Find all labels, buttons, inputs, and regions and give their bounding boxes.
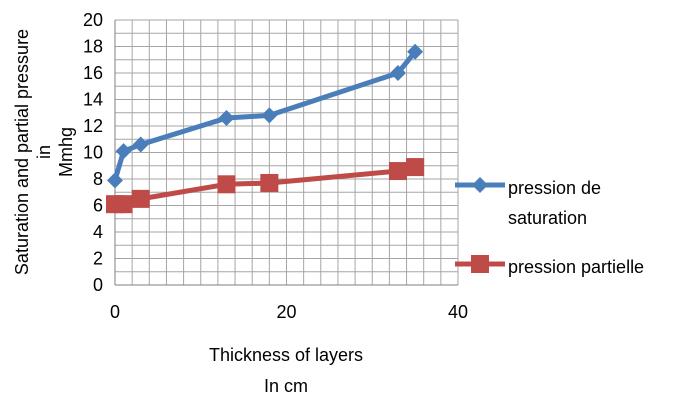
tick-labels: 0 2 4 6 8 10 12 14 16 18 20 0 20 40 — [83, 10, 468, 322]
y-tick-label: 4 — [93, 222, 103, 242]
y-tick-label: 2 — [93, 249, 103, 269]
data-point — [406, 158, 425, 177]
y-tick-label: 6 — [93, 196, 103, 216]
series-2 — [106, 158, 425, 214]
data-point — [407, 43, 424, 60]
x-axis-title-line: Thickness of layers — [209, 345, 363, 365]
x-tick-label: 20 — [276, 302, 296, 322]
y-tick-label: 20 — [83, 10, 103, 30]
data-point — [260, 173, 279, 192]
y-tick-label: 14 — [83, 90, 103, 110]
y-tick-label: 10 — [83, 143, 103, 163]
data-point — [261, 107, 278, 124]
data-point — [388, 162, 407, 181]
y-tick-label: 12 — [83, 116, 103, 136]
data-point — [217, 175, 236, 194]
data-point — [389, 65, 406, 81]
plot-grid — [114, 19, 459, 286]
legend-item-2: pression partielle — [455, 255, 644, 277]
series-1 — [107, 43, 424, 189]
y-tick-label: 16 — [83, 63, 103, 83]
series-layer — [106, 43, 425, 214]
data-point — [114, 195, 133, 214]
x-axis-title: Thickness of layers In cm — [209, 345, 363, 396]
y-axis-title-line: Saturation and partial pressure — [12, 29, 32, 275]
y-tick-label: 0 — [93, 275, 103, 295]
x-axis-title-line: In cm — [264, 376, 308, 396]
y-axis-title: Saturation and partial pressure in Mmhg — [12, 29, 76, 275]
y-axis-title-line: in — [34, 145, 54, 159]
plot-axes — [114, 20, 458, 286]
legend-marker — [472, 177, 488, 193]
y-tick-label: 8 — [93, 169, 103, 189]
data-point — [115, 143, 132, 160]
y-tick-label: 18 — [83, 37, 103, 57]
legend-marker — [471, 255, 489, 273]
legend-label: pression de — [508, 178, 601, 198]
data-point — [131, 189, 150, 208]
data-point — [107, 172, 123, 189]
legend-item-1: pression de saturation — [455, 177, 601, 228]
x-tick-label: 40 — [448, 302, 468, 322]
legend-label: pression partielle — [508, 257, 644, 277]
x-tick-label: 0 — [110, 302, 120, 322]
legend-label: saturation — [508, 208, 587, 228]
legend: pression de saturation pression partielle — [455, 177, 644, 277]
data-point — [218, 110, 235, 127]
y-axis-title-line: Mmhg — [56, 127, 76, 177]
data-point — [132, 136, 149, 153]
